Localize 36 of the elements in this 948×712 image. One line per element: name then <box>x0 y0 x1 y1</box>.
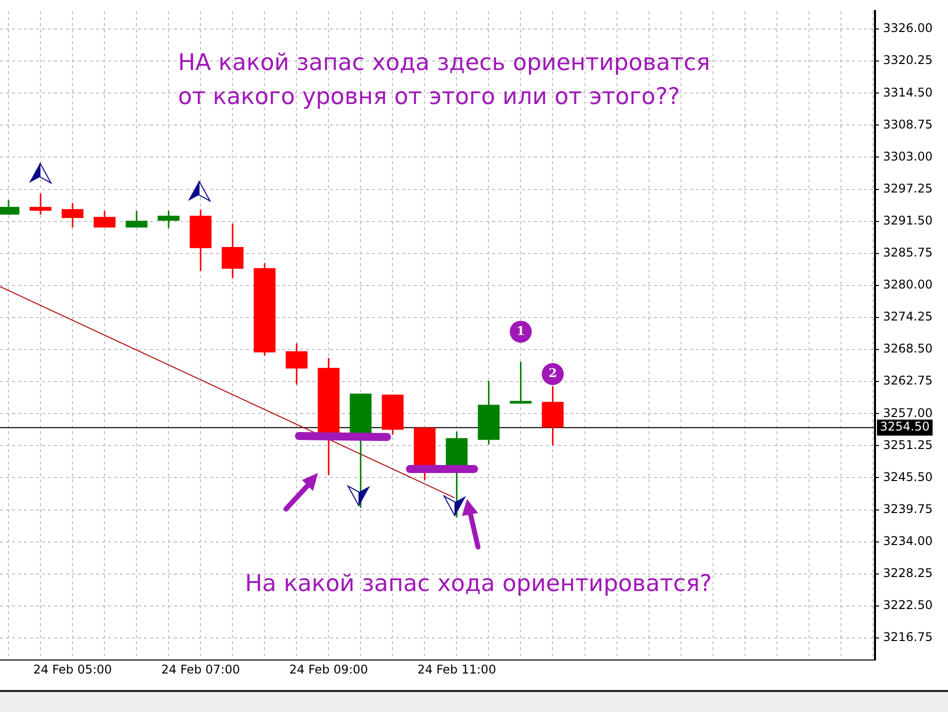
x-tick-label: 24 Feb 05:00 <box>33 662 112 676</box>
x-tick-label: 24 Feb 11:00 <box>417 662 496 676</box>
y-tick-label: 3280.00 <box>883 278 933 292</box>
y-tick-label: 3285.75 <box>883 246 933 260</box>
y-tick-label: 3216.75 <box>883 630 933 644</box>
y-tick-label: 3239.75 <box>883 502 933 516</box>
annotation: 1 <box>516 324 525 338</box>
y-tick-label: 3320.25 <box>883 53 933 68</box>
x-tick-label: 24 Feb 09:00 <box>289 662 368 676</box>
candlestick <box>30 192 52 216</box>
candlestick <box>126 210 148 228</box>
y-tick-label: 3303.00 <box>883 149 933 164</box>
y-tick-label: 3291.50 <box>883 213 933 228</box>
y-tick-label: 3245.50 <box>883 470 933 484</box>
candlestick <box>94 210 116 228</box>
y-tick-label: 3257.00 <box>883 406 933 420</box>
annotation: 2 <box>548 366 557 380</box>
y-tick-label: 3262.75 <box>883 374 933 388</box>
y-tick-label: 3268.50 <box>883 342 933 356</box>
x-tick-label: 24 Feb 07:00 <box>161 662 240 676</box>
candlestick <box>62 202 84 228</box>
y-tick-label: 3228.25 <box>883 566 933 580</box>
candlestick <box>158 210 180 229</box>
y-tick-label: 3326.00 <box>883 21 933 36</box>
y-tick-label: 3314.50 <box>883 85 933 100</box>
y-tick-label: 3234.00 <box>883 534 933 548</box>
ref-line-label: 3254.50 <box>880 420 930 434</box>
y-tick-label: 3222.50 <box>883 598 933 612</box>
y-tick-label: 3251.25 <box>883 438 933 452</box>
annotation: На какой запас хода ориентироватся? <box>245 570 712 597</box>
y-tick-label: 3297.25 <box>883 181 933 196</box>
annotation: НА какой запас хода здесь ориентироватся от какого уровня от этого или от этого?? <box>178 50 710 110</box>
y-tick-label: 3274.25 <box>883 310 933 324</box>
candlestick <box>222 222 244 279</box>
y-tick-label: 3308.75 <box>883 117 933 132</box>
candlestick <box>286 342 308 386</box>
